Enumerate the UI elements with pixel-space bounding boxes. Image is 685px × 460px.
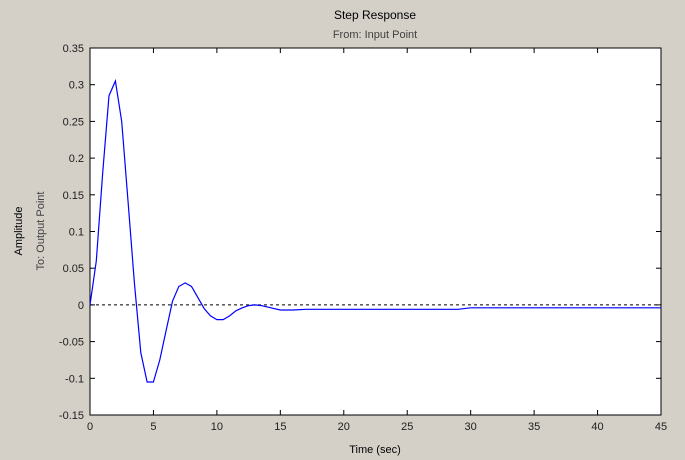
x-tick-label: 35: [528, 421, 540, 433]
y-tick-label: -0.1: [65, 373, 84, 385]
y-tick-label: 0.2: [69, 153, 84, 165]
x-tick-label: 15: [274, 421, 286, 433]
y-tick-label: 0: [78, 300, 84, 312]
x-tick-label: 25: [401, 421, 413, 433]
y-tick-label: 0.35: [63, 43, 84, 55]
y-tick-label: 0.05: [63, 263, 84, 275]
x-tick-label: 20: [338, 421, 350, 433]
y-tick-label: 0.15: [63, 190, 84, 202]
x-tick-label: 45: [655, 421, 667, 433]
y-tick-label: 0.25: [63, 116, 84, 128]
x-tick-label: 30: [465, 421, 477, 433]
x-tick-label: 5: [150, 421, 156, 433]
y-tick-label: -0.15: [59, 410, 84, 422]
y-axis-label: Amplitude: [13, 207, 25, 256]
x-axis-label: Time (sec): [349, 444, 401, 456]
plot-area[interactable]: [89, 47, 662, 416]
y-tick-label: 0.1: [69, 227, 84, 239]
x-tick-label: 0: [87, 421, 93, 433]
y-tick-label: -0.05: [59, 337, 84, 349]
chart-subtitle: From: Input Point: [333, 29, 417, 41]
chart-title: Step Response: [334, 8, 416, 22]
y-tick-label: 0.3: [69, 80, 84, 92]
series-line: [89, 78, 661, 383]
axis-ticks: [89, 47, 662, 416]
x-tick-label: 10: [211, 421, 223, 433]
x-tick-label: 40: [591, 421, 603, 433]
y-axis-sublabel: To: Output Point: [35, 192, 47, 271]
tick-labels: 0 5 10 15 20 25 30 35 40 45 -0.15 -0.1 -0.05 0 0.05 0.1…: [59, 43, 667, 433]
